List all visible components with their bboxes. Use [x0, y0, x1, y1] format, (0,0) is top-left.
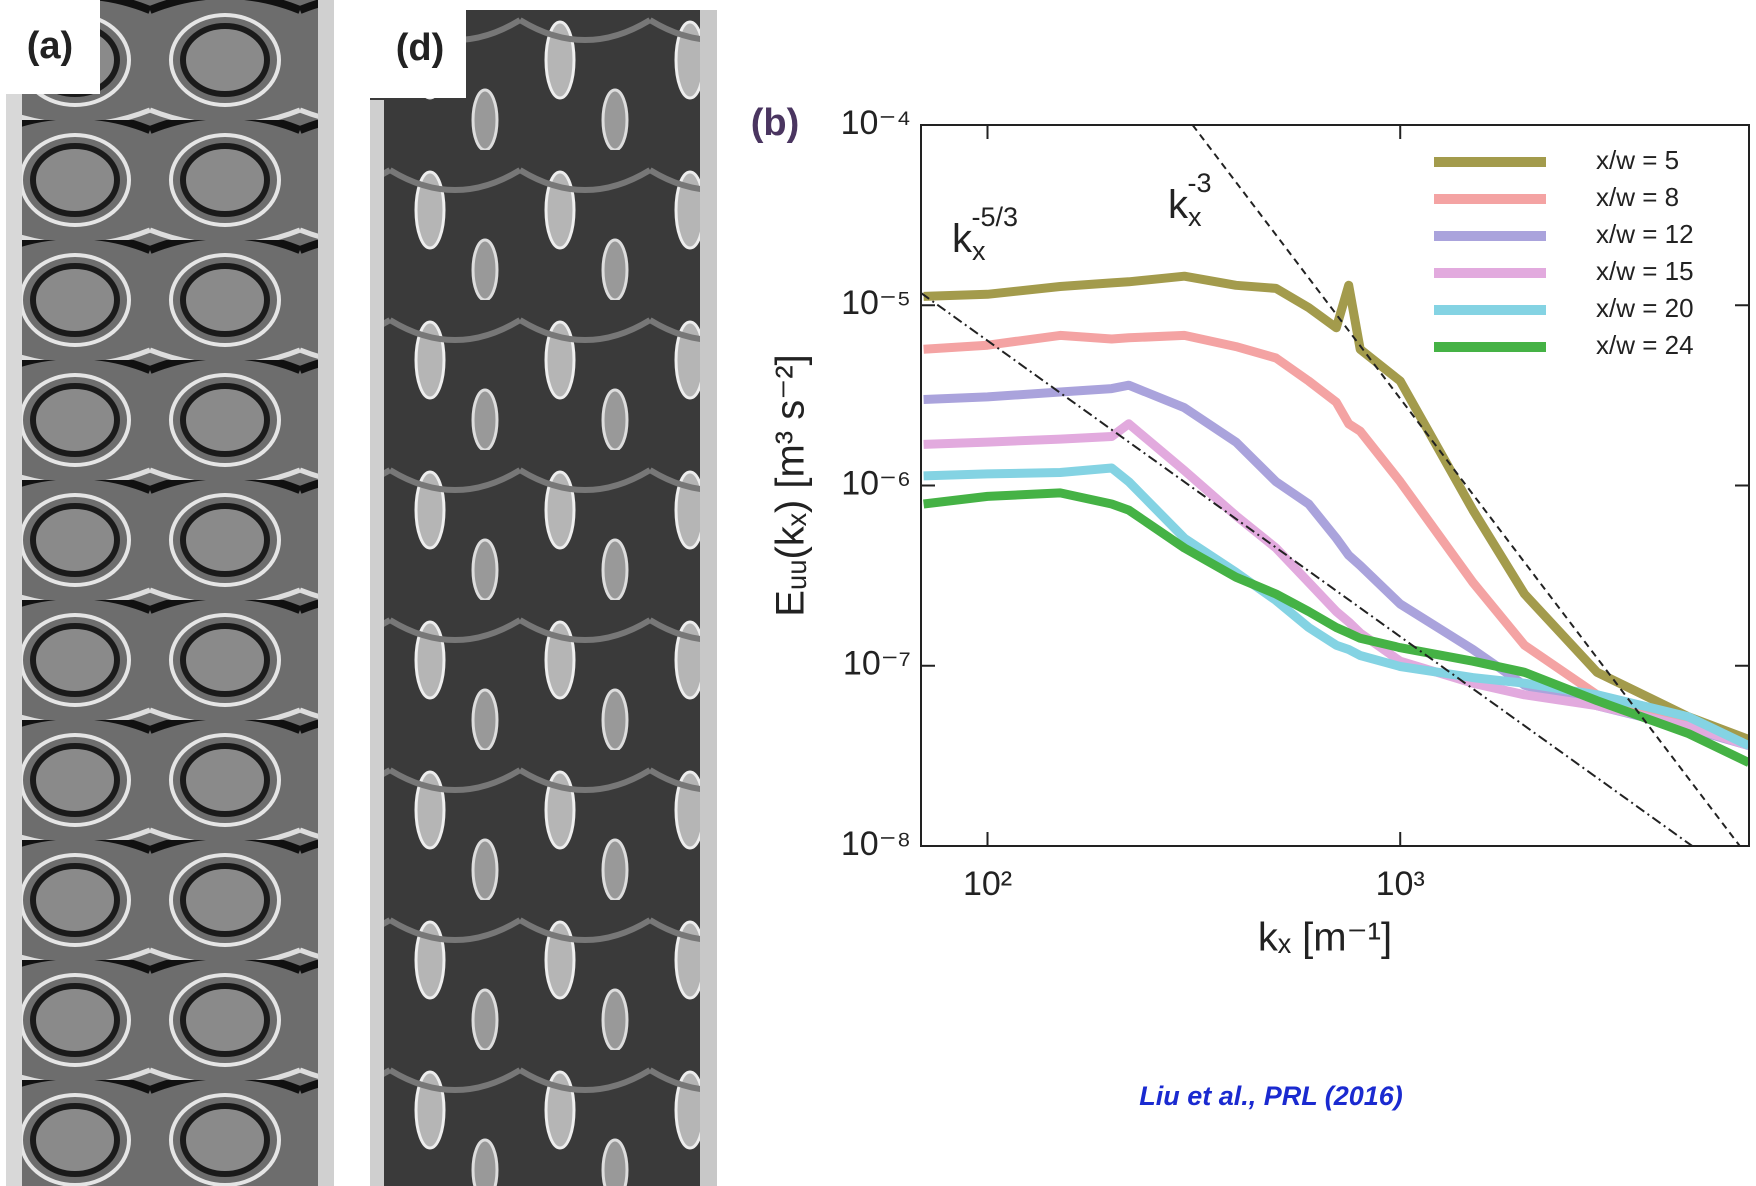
photo-a [0, 0, 334, 1186]
reference-line [1191, 125, 1741, 846]
photo-d [370, 0, 717, 1186]
series-line [923, 419, 1749, 750]
legend-label: x/w = 15 [1596, 256, 1694, 286]
annotation-sup: -5/3 [972, 202, 1019, 232]
series-line [923, 463, 1749, 750]
annotation-sub: x [1188, 202, 1202, 232]
annotation-base: k [952, 217, 973, 261]
x-tick-label: 10² [963, 865, 1012, 903]
panel-label: (b) [751, 102, 800, 144]
y-tick-label: 10⁻⁷ [843, 645, 911, 683]
annotation: kx -5/3 [952, 202, 1018, 266]
panel-label: (a) [27, 25, 73, 67]
annotation-sub: x [972, 236, 986, 266]
legend-label: x/w = 24 [1596, 330, 1694, 360]
annotation-sup: -3 [1188, 168, 1212, 198]
y-tick-label: 10⁻⁵ [841, 284, 911, 322]
plot-area [921, 125, 1749, 846]
panel-label: (d) [396, 27, 445, 69]
series-line [923, 271, 1749, 744]
reference-line [921, 292, 1693, 846]
x-tick-label: 10³ [1376, 865, 1425, 903]
annotation-base: k [1168, 183, 1189, 227]
legend-label: x/w = 5 [1596, 145, 1679, 175]
y-tick-label: 10⁻⁸ [841, 825, 911, 863]
plot-frame [920, 124, 1750, 847]
legend-label: x/w = 20 [1596, 293, 1694, 323]
series-line [923, 488, 1749, 767]
annotation: kx -3 [1168, 168, 1212, 232]
legend-label: x/w = 8 [1596, 182, 1679, 212]
legend-label: x/w = 12 [1596, 219, 1694, 249]
y-axis-label: Eᵤᵤ(kₓ) [m³ s⁻²] [769, 354, 813, 617]
series-line [923, 330, 1749, 750]
x-axis-label: kₓ [m⁻¹] [1258, 916, 1392, 960]
y-tick-label: 10⁻⁶ [841, 464, 911, 502]
citation: Liu et al., PRL (2016) [1139, 1081, 1403, 1111]
y-tick-label: 10⁻⁴ [841, 104, 911, 142]
